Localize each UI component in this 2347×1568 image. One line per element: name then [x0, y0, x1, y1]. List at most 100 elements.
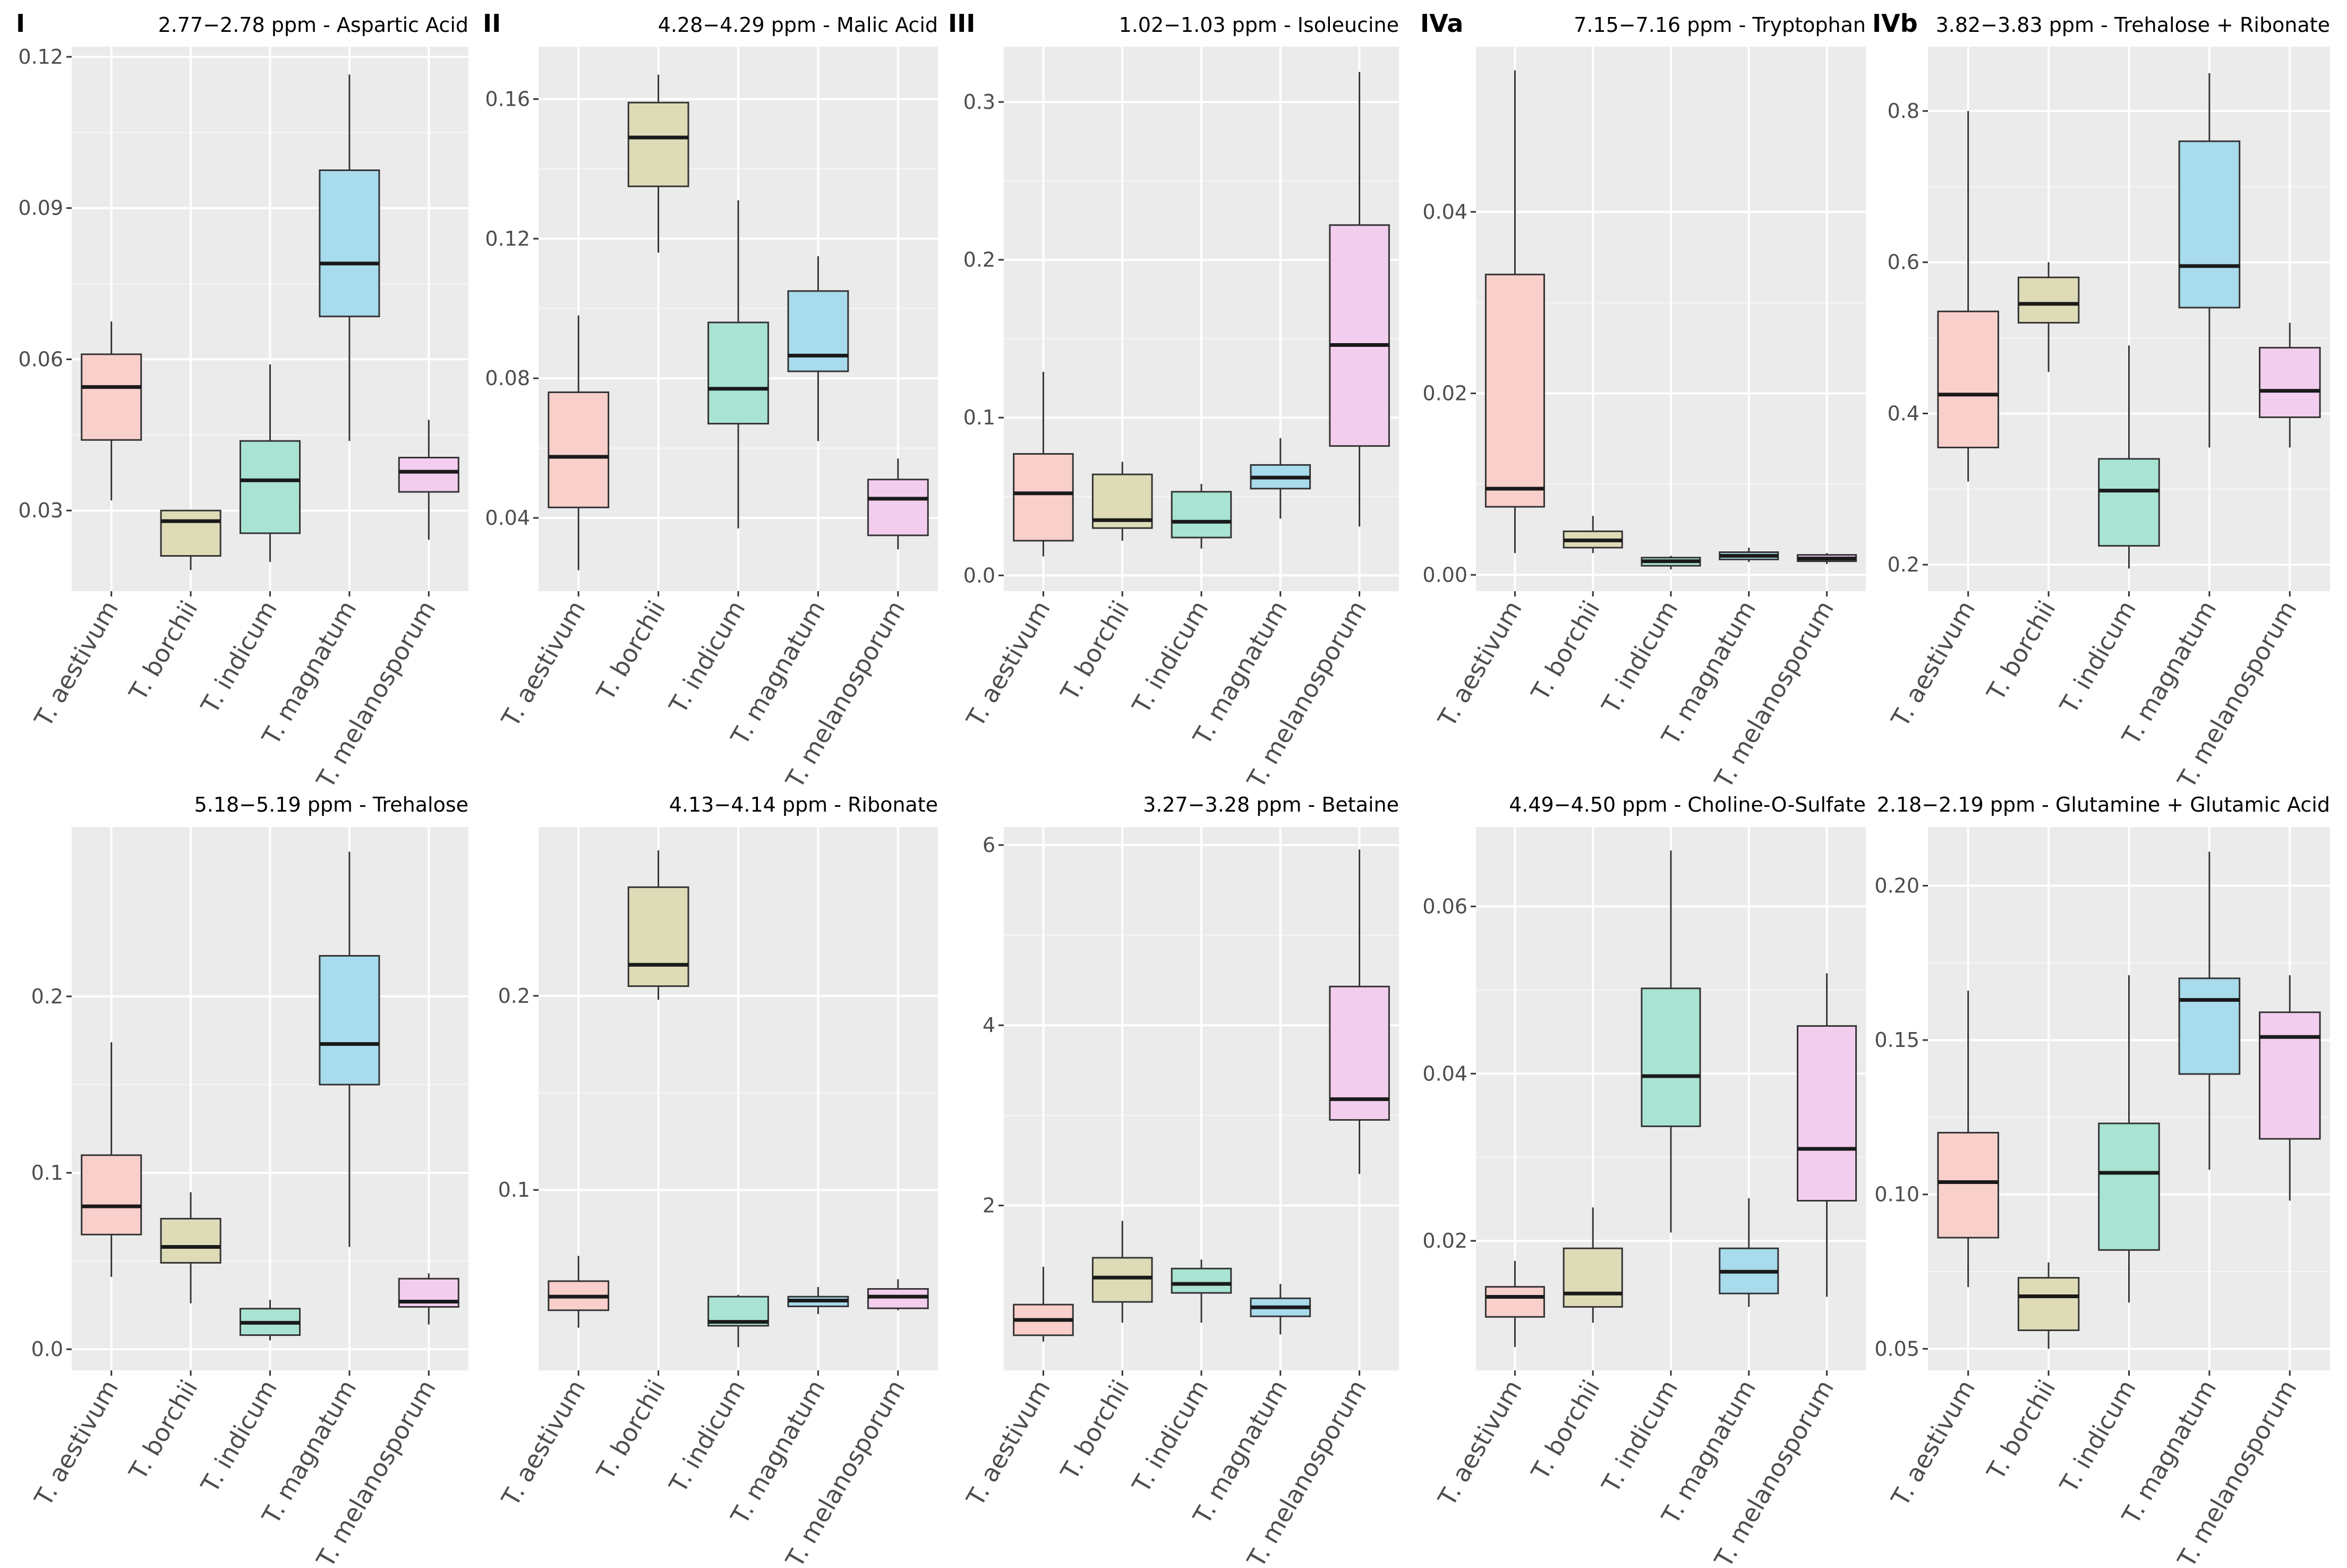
iqr-box	[1091, 1257, 1153, 1303]
x-tick-label: T. indicum	[1596, 596, 1684, 719]
box-t-melanosporum	[867, 1279, 929, 1310]
y-tick-label: 0.02	[1422, 1229, 1467, 1252]
x-tick-label: T. borchii	[1525, 1375, 1606, 1485]
iqr-box	[81, 353, 142, 441]
iqr-box	[1641, 987, 1701, 1127]
y-tick-label: 0.04	[485, 506, 530, 530]
y-tick-label: 0.8	[1888, 99, 1919, 123]
panel-title: 5.18−5.19 ppm - Trehalose	[194, 793, 468, 816]
iqr-box	[2178, 977, 2241, 1075]
box-t-indicum	[1171, 483, 1232, 549]
x-tick-label: T. aestivum	[1885, 596, 1981, 732]
iqr-box	[1484, 1286, 1545, 1318]
panel-label: II	[483, 9, 501, 38]
box-t-borchii	[1563, 1207, 1623, 1323]
x-tick-label: T. indicum	[663, 1375, 751, 1498]
box-t-borchii	[160, 1192, 221, 1303]
panel-title: 2.18−2.19 ppm - Glutamine + Glutamic Aci…	[1877, 793, 2330, 816]
iqr-box	[1484, 274, 1545, 508]
box-t-magnatum	[2178, 73, 2241, 448]
box-t-indicum	[239, 364, 301, 562]
x-tick-label: T. borchii	[1055, 596, 1135, 706]
iqr-box	[867, 1288, 929, 1309]
panel-title: 4.13−4.14 ppm - Ribonate	[669, 793, 938, 816]
box-t-aestivum	[548, 315, 610, 570]
iqr-box	[2017, 1277, 2080, 1331]
x-tick-label: T. borchii	[591, 1375, 671, 1485]
y-tick-label: 0.0	[31, 1337, 63, 1361]
iqr-box	[160, 509, 221, 557]
box-t-aestivum	[1937, 111, 1999, 482]
box-t-borchii	[2017, 1262, 2080, 1349]
box-t-borchii	[2017, 262, 2080, 372]
box-t-melanosporum	[867, 458, 929, 550]
box-t-melanosporum	[1329, 849, 1390, 1174]
iqr-box	[2098, 458, 2160, 547]
iqr-box	[2178, 140, 2241, 309]
box-t-melanosporum	[1797, 973, 1857, 1297]
iqr-box	[2259, 347, 2321, 419]
iqr-box	[1171, 1267, 1232, 1294]
iqr-box	[1013, 453, 1074, 542]
x-tick-label: T. aestivum	[1432, 596, 1527, 732]
box-t-borchii	[160, 509, 221, 570]
y-tick-label: 2	[983, 1194, 995, 1217]
x-tick-label: T. borchii	[1981, 596, 2061, 706]
y-tick-label: 0.6	[1888, 251, 1919, 274]
y-tick-label: 0.08	[485, 367, 530, 390]
x-tick-label: T. aestivum	[960, 595, 1055, 732]
iqr-box	[1797, 1025, 1857, 1202]
panel-label: III	[948, 9, 975, 38]
x-tick-label: T. aestivum	[960, 1375, 1055, 1512]
y-tick-label: 0.00	[1422, 563, 1467, 586]
iqr-box	[1937, 1131, 1999, 1239]
x-tick-label: T. aestivum	[1885, 1375, 1981, 1512]
box-t-magnatum	[1719, 1198, 1779, 1307]
x-tick-label: T. indicum	[1126, 1375, 1214, 1498]
x-tick-label: T. aestivum	[496, 1375, 591, 1512]
y-tick-label: 4	[983, 1013, 995, 1037]
panel: 0.04 0.08 0.12 0.16 T. aestivum T. borchiiT. …	[483, 9, 938, 794]
x-tick-label: T. aestivum	[29, 596, 124, 732]
iqr-box	[160, 1217, 221, 1264]
x-tick-label: T. indicum	[1596, 1375, 1684, 1498]
y-tick-label: 0.3	[963, 90, 995, 114]
box-t-indicum	[1641, 556, 1701, 569]
iqr-box	[867, 479, 929, 536]
x-tick-label: T. indicum	[1126, 596, 1214, 719]
iqr-box	[81, 1154, 142, 1235]
panel-title: 4.49−4.50 ppm - Choline-O-Sulfate	[1509, 793, 1866, 816]
x-tick-label: T. borchii	[1525, 596, 1606, 706]
y-tick-label: 0.10	[1874, 1183, 1919, 1206]
iqr-box	[2017, 276, 2080, 324]
iqr-box	[319, 955, 380, 1086]
panel: 0.03 0.06 0.09 0.12 T. aestivum T. borchiiT. …	[16, 9, 468, 794]
box-t-borchii	[1091, 462, 1153, 541]
panel-label: IVa	[1420, 9, 1463, 38]
y-tick-label: 0.15	[1874, 1028, 1919, 1052]
x-tick-label: T. aestivum	[496, 596, 591, 732]
y-tick-label: 0.20	[1874, 874, 1919, 897]
box-t-borchii	[627, 850, 689, 1000]
x-tick-label: T. borchii	[1055, 1375, 1135, 1485]
panel-title: 2.77−2.78 ppm - Aspartic Acid	[158, 13, 468, 37]
iqr-box	[627, 101, 689, 188]
iqr-box	[319, 169, 380, 318]
x-tick-label: T. borchii	[123, 596, 203, 706]
x-tick-label: T. borchii	[591, 596, 671, 706]
box-t-borchii	[1091, 1221, 1153, 1323]
panel-title: 3.27−3.28 ppm - Betaine	[1143, 793, 1399, 816]
y-tick-label: 0.1	[31, 1161, 63, 1184]
x-tick-label: T. borchii	[1981, 1375, 2061, 1485]
box-t-indicum	[2098, 975, 2160, 1303]
box-t-aestivum	[1937, 991, 1999, 1288]
box-t-indicum	[239, 1300, 301, 1341]
panel: 0.05 0.10 0.15 0.20 T. aestivum T. borchiiT. …	[1874, 793, 2330, 1568]
box-t-borchii	[627, 74, 689, 253]
box-t-aestivum	[81, 321, 142, 501]
x-tick-label: T. indicum	[195, 1375, 283, 1498]
y-tick-label: 0.2	[31, 985, 63, 1008]
box-t-melanosporum	[1797, 553, 1857, 564]
